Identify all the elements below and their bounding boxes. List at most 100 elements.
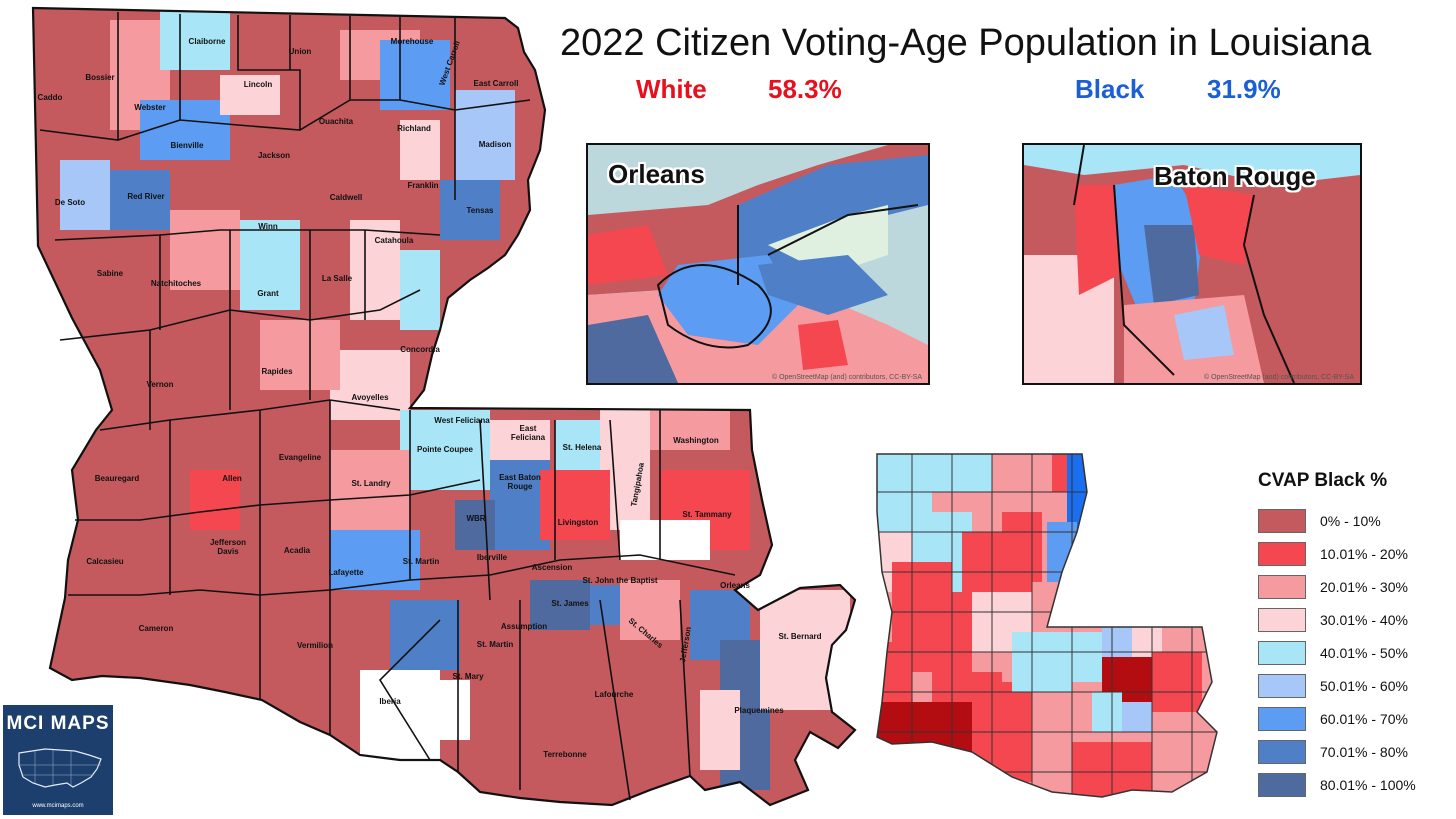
parish-label: Lincoln: [244, 80, 273, 89]
black-value: 31.9%: [1207, 74, 1281, 105]
parish-label: Catahoula: [375, 236, 414, 245]
parish-label: Red River: [127, 192, 164, 201]
parish-level-map: [876, 453, 1218, 798]
legend-label: 20.01% - 30%: [1320, 578, 1408, 595]
legend-swatch: [1258, 508, 1306, 533]
legend-label: 80.01% - 100%: [1320, 776, 1416, 793]
parish-label: Pointe Coupee: [417, 445, 474, 454]
legend-swatch: [1258, 673, 1306, 698]
parish-label: East Carroll: [474, 79, 519, 88]
orleans-inset: Orleans © OpenStreetMap (and) contributo…: [586, 143, 930, 385]
parish-label: St. Landry: [351, 479, 391, 488]
orleans-inset-label: Orleans: [608, 159, 705, 189]
parish-label: Franklin: [407, 181, 438, 190]
parish-label: Natchitoches: [151, 279, 202, 288]
parish-label: Ascension: [532, 563, 573, 572]
baton-rouge-inset-label: Baton Rouge: [1154, 161, 1316, 191]
legend-row: 40.01% - 50%: [1258, 636, 1416, 669]
parish-label: Jackson: [258, 151, 290, 160]
legend-row: 0% - 10%: [1258, 504, 1416, 537]
legend-swatch: [1258, 607, 1306, 632]
usa-outline-icon: [18, 748, 102, 788]
parish-label: Washington: [673, 436, 719, 445]
legend-row: 80.01% - 100%: [1258, 768, 1416, 801]
parish-label: Lafourche: [595, 690, 634, 699]
parish-label: Union: [289, 47, 312, 56]
parish-label: Assumption: [501, 622, 547, 631]
parish-label: Claiborne: [189, 37, 226, 46]
parish-label: Acadia: [284, 546, 311, 555]
parish-label: Lafayette: [328, 568, 364, 577]
legend-swatch: [1258, 574, 1306, 599]
legend-row: 60.01% - 70%: [1258, 702, 1416, 735]
parish-label: Cameron: [139, 624, 174, 633]
legend-swatch: [1258, 640, 1306, 665]
map-title: 2022 Citizen Voting-Age Population in Lo…: [560, 22, 1372, 64]
parish-label: St. John the Baptist: [582, 576, 657, 585]
parish-label: East Baton Rouge: [499, 473, 541, 491]
parish-label: Plaquemines: [734, 706, 784, 715]
parish-label: Evangeline: [279, 453, 322, 462]
parish-label: Vernon: [146, 380, 173, 389]
parish-label: West Feliciana: [434, 416, 490, 425]
parish-label: Vermilion: [297, 641, 333, 650]
mci-maps-logo: MCI MAPS www.mcimaps.com: [1, 703, 115, 817]
legend-row: 10.01% - 20%: [1258, 537, 1416, 570]
legend-row: 70.01% - 80%: [1258, 735, 1416, 768]
parish-label: WBR: [466, 514, 485, 523]
parish-label: St. Martin: [403, 557, 440, 566]
parish-label: Sabine: [97, 269, 124, 278]
orleans-inset-attribution: © OpenStreetMap (and) contributors, CC-B…: [771, 374, 922, 381]
parish-label: Caldwell: [330, 193, 362, 202]
louisiana-main-map: Caddo Bossier Webster Claiborne Union Mo…: [31, 6, 857, 807]
legend-label: 70.01% - 80%: [1320, 743, 1408, 760]
legend-swatch: [1258, 739, 1306, 764]
legend-label: 50.01% - 60%: [1320, 677, 1408, 694]
parish-label: Ouachita: [319, 117, 354, 126]
parish-label: St. Mary: [452, 672, 484, 681]
parish-label: Tensas: [467, 206, 495, 215]
legend-swatch: [1258, 541, 1306, 566]
legend-items: 0% - 10% 10.01% - 20% 20.01% - 30% 30.01% -…: [1258, 504, 1416, 801]
parish-label: Grant: [257, 289, 279, 298]
white-label-text: White: [636, 74, 707, 104]
parish-label: St. Tammany: [682, 510, 732, 519]
white-value-text: 58.3%: [768, 74, 842, 104]
parish-label: Terrebonne: [543, 750, 587, 759]
legend-label: 30.01% - 40%: [1320, 611, 1408, 628]
black-label-text: Black: [1075, 74, 1145, 104]
legend-label: 60.01% - 70%: [1320, 710, 1408, 727]
black-label: Black: [1075, 74, 1144, 105]
parish-label: Allen: [222, 474, 242, 483]
white-value: 58.3%: [768, 74, 842, 105]
legend-row: 50.01% - 60%: [1258, 669, 1416, 702]
parish-label: La Salle: [322, 274, 353, 283]
parish-label: Avoyelles: [351, 393, 389, 402]
parish-label: De Soto: [55, 198, 85, 207]
parish-label: Concordia: [400, 345, 440, 354]
legend-row: 30.01% - 40%: [1258, 603, 1416, 636]
parish-label: Jefferson Davis: [210, 538, 246, 556]
parish-label: St. Bernard: [778, 632, 821, 641]
legend-label: 10.01% - 20%: [1320, 545, 1408, 562]
parish-label: Iberville: [477, 553, 508, 562]
parish-label: Calcasieu: [86, 557, 123, 566]
logo-url: www.mcimaps.com: [32, 803, 84, 809]
parish-label: East Feliciana: [511, 424, 546, 442]
baton-rouge-inset: Baton Rouge © OpenStreetMap (and) contri…: [1022, 143, 1362, 385]
parish-label: St. Helena: [563, 443, 602, 452]
parish-label: Rapides: [261, 367, 293, 376]
legend-title: CVAP Black %: [1258, 470, 1388, 491]
parish-label: St. Martin: [477, 640, 514, 649]
logo-title: MCI MAPS: [6, 713, 110, 734]
parish-label: Iberia: [379, 697, 401, 706]
white-label: White: [636, 74, 707, 105]
legend-row: 20.01% - 30%: [1258, 570, 1416, 603]
parish-label: Livingston: [558, 518, 599, 527]
legend-label: 40.01% - 50%: [1320, 644, 1408, 661]
baton-rouge-inset-attribution: © OpenStreetMap (and) contributors, CC-B…: [1203, 374, 1354, 381]
parish-label: Richland: [397, 124, 431, 133]
parish-label: Webster: [134, 103, 165, 112]
parish-label: Winn: [258, 222, 278, 231]
orleans-inset-map: [588, 145, 928, 383]
